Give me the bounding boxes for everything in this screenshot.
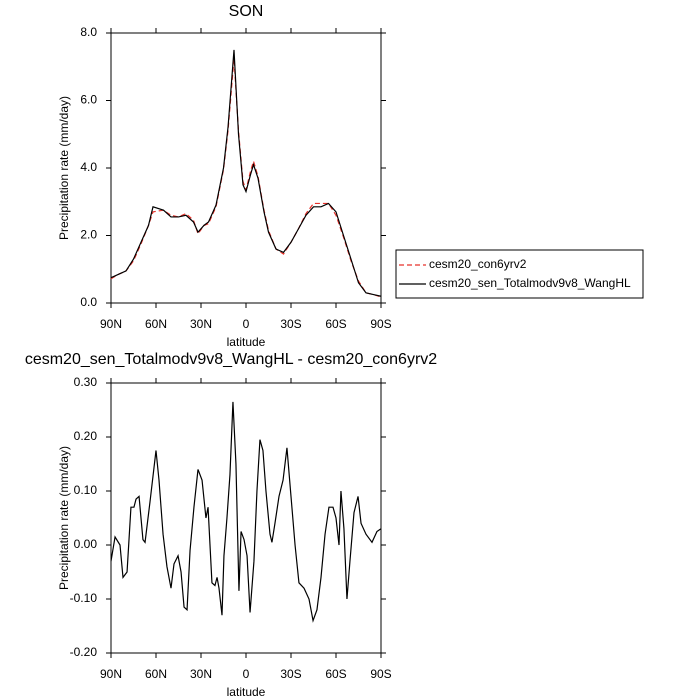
x-tick-label: 90S <box>370 317 391 331</box>
x-tick-label: 30N <box>190 317 212 331</box>
legend-box <box>395 249 644 299</box>
data-line <box>110 58 382 298</box>
x-tick-label: 90N <box>100 317 122 331</box>
plot-frame <box>110 32 382 304</box>
y-tick-label: 0.30 <box>74 375 98 389</box>
x-tick-label: 90S <box>370 667 391 681</box>
data-line <box>110 401 382 623</box>
y-tick-label: -0.10 <box>70 591 98 605</box>
x-tick-label: 30S <box>280 317 301 331</box>
x-tick-label: 60S <box>325 667 346 681</box>
x-tick-label: 30N <box>190 667 212 681</box>
y-axis-label: Precipitation rate (mm/day) <box>57 446 71 590</box>
chart-title: SON <box>229 3 264 20</box>
chart-title: cesm20_sen_Totalmodv9v8_WangHL - cesm20_… <box>25 351 437 368</box>
y-tick-label: 4.0 <box>80 160 97 174</box>
legend-label: cesm20_sen_Totalmodv9v8_WangHL <box>429 276 631 290</box>
x-tick-label: 0 <box>243 667 250 681</box>
y-tick-label: 8.0 <box>80 25 97 39</box>
x-tick-label: 0 <box>243 317 250 331</box>
x-tick-label: 60N <box>145 667 167 681</box>
x-tick-label: 90N <box>100 667 122 681</box>
x-tick-label: 30S <box>280 667 301 681</box>
y-tick-label: 0.0 <box>80 295 97 309</box>
y-tick-label: 0.10 <box>74 483 98 497</box>
x-axis-label: latitude <box>227 685 266 699</box>
x-tick-label: 60S <box>325 317 346 331</box>
y-tick-label: -0.20 <box>70 645 98 659</box>
legend-label: cesm20_con6yrv2 <box>429 257 527 271</box>
y-tick-label: 0.20 <box>74 429 98 443</box>
y-axis-label: Precipitation rate (mm/day) <box>57 96 71 240</box>
y-tick-label: 6.0 <box>80 93 97 107</box>
x-axis-label: latitude <box>227 335 266 349</box>
data-line <box>110 49 382 297</box>
x-tick-label: 60N <box>145 317 167 331</box>
y-tick-label: 2.0 <box>80 228 97 242</box>
y-tick-label: 0.00 <box>74 537 98 551</box>
